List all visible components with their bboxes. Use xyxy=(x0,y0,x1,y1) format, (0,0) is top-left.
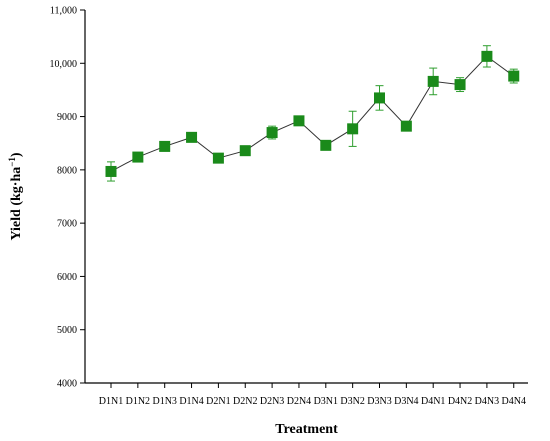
y-axis-title: Yield (kg·ha−1) xyxy=(7,152,24,240)
x-tick-label: D3N4 xyxy=(394,396,418,407)
x-tick-label: D1N4 xyxy=(179,396,203,407)
y-axis-title-superscript: −1 xyxy=(7,157,17,167)
y-tick-label: 9000 xyxy=(57,112,77,123)
y-tick-label: 11,000 xyxy=(50,6,77,17)
data-point xyxy=(186,131,198,143)
y-ticks: 4000 5000 6000 7000 8000 9000 10,000 11,000 xyxy=(50,6,85,390)
x-tick-label: D4N1 xyxy=(421,396,445,407)
axes xyxy=(84,10,528,384)
series-line xyxy=(110,55,515,172)
data-point xyxy=(266,127,278,139)
data-point xyxy=(374,92,385,104)
y-tick-label: 5000 xyxy=(57,325,77,336)
x-axis-title: Treatment xyxy=(275,422,338,437)
x-tick-label: D1N3 xyxy=(152,396,176,407)
data-point xyxy=(508,70,520,82)
data-point xyxy=(293,115,305,127)
plot-area xyxy=(105,45,520,182)
data-point xyxy=(105,165,117,177)
data-point xyxy=(320,139,332,151)
x-tick-label: D4N2 xyxy=(448,396,472,407)
y-tick-label: 7000 xyxy=(57,219,77,230)
data-point xyxy=(454,79,466,91)
x-tick-label: D4N3 xyxy=(475,396,499,407)
data-point xyxy=(400,120,412,132)
x-tick-label: D2N2 xyxy=(233,396,257,407)
y-axis-title-main: Yield (kg·ha xyxy=(9,167,24,241)
y-tick-label: 8000 xyxy=(57,165,77,176)
x-tick-label: D3N3 xyxy=(367,396,391,407)
data-point xyxy=(159,140,171,152)
data-point xyxy=(212,152,224,164)
x-tick-label: D3N1 xyxy=(314,396,338,407)
y-tick-label: 4000 xyxy=(57,379,77,390)
y-tick-label: 10,000 xyxy=(50,59,78,70)
x-tick-label: D2N4 xyxy=(287,396,311,407)
x-tick-label: D1N2 xyxy=(126,396,150,407)
x-tick-label: D1N1 xyxy=(99,396,123,407)
x-tick-label: D2N3 xyxy=(260,396,284,407)
data-point xyxy=(481,50,493,62)
x-tick-label: D2N1 xyxy=(206,396,230,407)
x-ticks: D1N1 D1N2 D1N3 D1N4 D2N1 D2N2 D2N3 D2N4 D3N1 D3N2… xyxy=(99,383,526,407)
data-point xyxy=(427,75,439,87)
data-point xyxy=(239,145,251,157)
x-tick-label: D3N2 xyxy=(340,396,364,407)
x-tick-label: D4N4 xyxy=(502,396,526,407)
data-point xyxy=(347,123,359,135)
data-point xyxy=(132,151,144,163)
y-axis-title-close: ) xyxy=(9,152,24,157)
y-tick-label: 6000 xyxy=(57,272,77,283)
